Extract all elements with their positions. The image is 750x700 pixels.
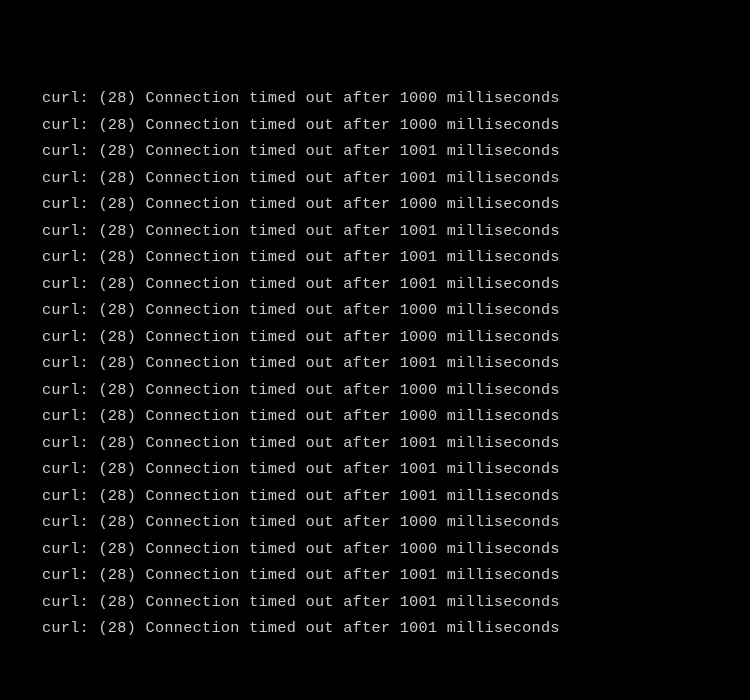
terminal-line: curl: (28) Connection timed out after 10… bbox=[42, 85, 750, 112]
terminal-line: curl: (28) Connection timed out after 10… bbox=[42, 483, 750, 510]
terminal-line: curl: (28) Connection timed out after 10… bbox=[42, 377, 750, 404]
terminal-line: curl: (28) Connection timed out after 10… bbox=[42, 403, 750, 430]
terminal-line: curl: (28) Connection timed out after 10… bbox=[42, 562, 750, 589]
terminal-line: curl: (28) Connection timed out after 10… bbox=[42, 165, 750, 192]
terminal-line: curl: (28) Connection timed out after 10… bbox=[42, 138, 750, 165]
terminal-line: curl: (28) Connection timed out after 10… bbox=[42, 244, 750, 271]
terminal-line: curl: (28) Connection timed out after 10… bbox=[42, 536, 750, 563]
terminal-line: curl: (28) Connection timed out after 10… bbox=[42, 191, 750, 218]
terminal-line: curl: (28) Connection timed out after 10… bbox=[42, 350, 750, 377]
terminal-line: curl: (28) Connection timed out after 10… bbox=[42, 324, 750, 351]
terminal-line: curl: (28) Connection timed out after 10… bbox=[42, 509, 750, 536]
terminal-line: curl: (28) Connection timed out after 10… bbox=[42, 615, 750, 642]
terminal-line: curl: (28) Connection timed out after 10… bbox=[42, 430, 750, 457]
terminal-line: curl: (28) Connection timed out after 10… bbox=[42, 271, 750, 298]
terminal-line: curl: (28) Connection timed out after 10… bbox=[42, 456, 750, 483]
terminal-output: curl: (28) Connection timed out after 10… bbox=[0, 0, 750, 700]
terminal-line: curl: (28) Connection timed out after 10… bbox=[42, 218, 750, 245]
terminal-line: curl: (28) Connection timed out after 10… bbox=[42, 589, 750, 616]
terminal-line: curl: (28) Connection timed out after 10… bbox=[42, 112, 750, 139]
terminal-lines-container: curl: (28) Connection timed out after 10… bbox=[42, 85, 750, 642]
terminal-line: curl: (28) Connection timed out after 10… bbox=[42, 297, 750, 324]
